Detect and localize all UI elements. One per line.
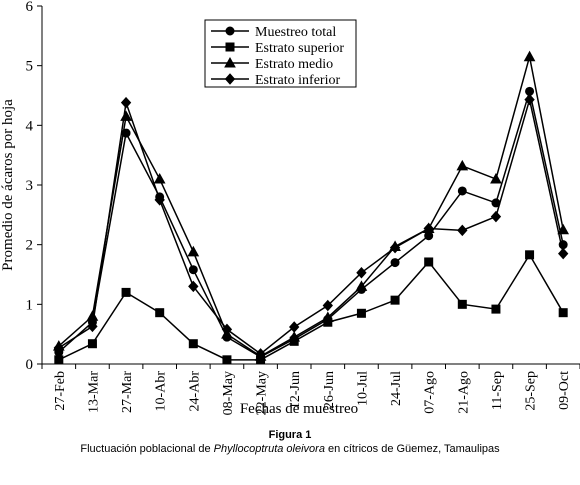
x-tick-label: 12-Jun <box>288 371 303 409</box>
data-point-square <box>457 299 467 309</box>
data-point-triangle <box>187 245 200 257</box>
series-line <box>58 56 564 358</box>
data-point-diamond <box>389 241 401 254</box>
y-axis-label: Promedio de ácaros por hoja <box>0 99 16 271</box>
x-tick-label: 10-Jul <box>355 371 370 406</box>
data-point-square <box>558 308 568 318</box>
x-tick-label: 11-Sep <box>490 371 505 410</box>
series-layer <box>52 50 570 365</box>
data-point-square <box>121 287 131 297</box>
data-point-triangle <box>86 310 99 321</box>
data-point-triangle <box>153 173 166 184</box>
series-diamond <box>53 93 569 360</box>
x-tick-label: 25-Sep <box>524 371 539 411</box>
data-point-square <box>525 250 535 260</box>
x-tick-label: 10-Abr <box>154 371 169 412</box>
data-point-square <box>54 355 64 365</box>
data-point-diamond <box>120 96 132 109</box>
data-point-triangle <box>490 173 502 184</box>
legend-label: Estrato inferior <box>255 73 340 88</box>
data-point-square <box>390 295 400 305</box>
data-point-circle <box>390 258 400 268</box>
data-point-diamond <box>490 210 502 223</box>
data-point-square <box>188 339 198 349</box>
legend-label: Estrato superior <box>255 41 344 56</box>
y-tick-label: 2 <box>26 238 34 254</box>
caption-prefix: Fluctuación poblacional de <box>80 443 214 455</box>
data-point-diamond <box>356 266 367 279</box>
x-tick-label: 27-Mar <box>120 371 135 413</box>
x-tick-label: 24-Abr <box>187 371 202 412</box>
data-point-diamond <box>558 247 569 260</box>
data-point-circle <box>188 265 198 275</box>
data-point-diamond <box>53 342 64 354</box>
data-point-diamond <box>154 194 165 206</box>
x-axis-label: Fechas de muestreo <box>240 401 358 417</box>
x-tick-label: 22-May <box>255 371 270 415</box>
data-point-diamond <box>221 323 233 336</box>
y-tick-label: 3 <box>26 178 34 194</box>
data-point-diamond <box>188 280 199 293</box>
caption-suffix: en cítricos de Güemez, Tamaulipas <box>324 443 500 455</box>
series-line <box>58 253 564 361</box>
x-tick-label: 07-Ago <box>423 371 438 414</box>
line-chart: 0 1 2 3 4 5 6 27-Feb 13-Mar 27-Mar 10-Abr 24-Abr 08… <box>0 0 580 417</box>
x-tick-label: 13-Mar <box>86 371 101 413</box>
legend-marker-triangle <box>224 56 236 68</box>
legend-marker-square <box>225 42 235 52</box>
data-point-triangle <box>321 311 334 322</box>
y-tick-label: 4 <box>26 118 34 134</box>
data-point-diamond <box>524 93 535 106</box>
series-triangle <box>52 50 570 361</box>
figure-description: Fluctuación poblacional de Phyllocoptrut… <box>0 442 580 457</box>
data-point-triangle <box>355 280 368 291</box>
y-tick-label: 5 <box>26 59 34 75</box>
legend-marker-diamond <box>224 73 236 85</box>
x-tick-label: 08-May <box>221 371 236 415</box>
x-tick-label: 24-Jul <box>389 371 404 406</box>
legend-item: Estrato medio <box>211 56 333 72</box>
figure-caption: Figura 1 Fluctuación poblacional de Phyl… <box>0 428 580 457</box>
legend-marker-circle <box>225 26 235 36</box>
data-point-square <box>491 304 501 314</box>
data-point-diamond <box>322 299 333 312</box>
y-tick-label: 1 <box>26 297 34 313</box>
x-tick-label: 21-Ago <box>456 371 471 414</box>
data-point-diamond <box>457 224 468 237</box>
y-axis-ticks: 0 1 2 3 4 5 6 <box>26 0 42 373</box>
series-line <box>58 88 564 358</box>
data-point-square <box>424 257 434 267</box>
data-point-circle <box>457 186 467 196</box>
legend-item: Muestreo total <box>211 25 336 40</box>
data-point-square <box>155 308 165 318</box>
data-point-triangle <box>288 331 301 342</box>
data-point-diamond <box>289 321 300 333</box>
data-point-square <box>87 339 97 349</box>
data-point-diamond <box>87 320 98 333</box>
x-tick-label: 27-Feb <box>53 371 68 411</box>
series-square <box>54 250 568 365</box>
figure-label: Figura 1 <box>268 429 312 441</box>
y-tick-label: 0 <box>26 357 34 373</box>
x-tick-label: 26-Jun <box>322 371 337 409</box>
data-point-triangle <box>557 223 570 235</box>
legend-label: Estrato medio <box>255 57 333 72</box>
data-point-diamond <box>423 222 434 235</box>
data-point-square <box>356 308 366 318</box>
legend-label: Muestreo total <box>255 25 336 40</box>
y-tick-label: 6 <box>26 0 34 15</box>
data-point-diamond <box>255 348 266 360</box>
legend-item: Estrato inferior <box>211 73 340 88</box>
x-tick-label: 09-Oct <box>557 371 572 410</box>
x-axis-ticks: 27-Feb 13-Mar 27-Mar 10-Abr 24-Abr 08-May 22-M… <box>41 364 580 415</box>
data-point-triangle <box>456 159 469 171</box>
species-name: Phyllocoptruta oleivora <box>213 443 325 455</box>
data-point-triangle <box>523 50 536 62</box>
data-point-square <box>222 355 232 365</box>
series-line <box>58 99 564 355</box>
legend-item: Estrato superior <box>211 41 344 56</box>
